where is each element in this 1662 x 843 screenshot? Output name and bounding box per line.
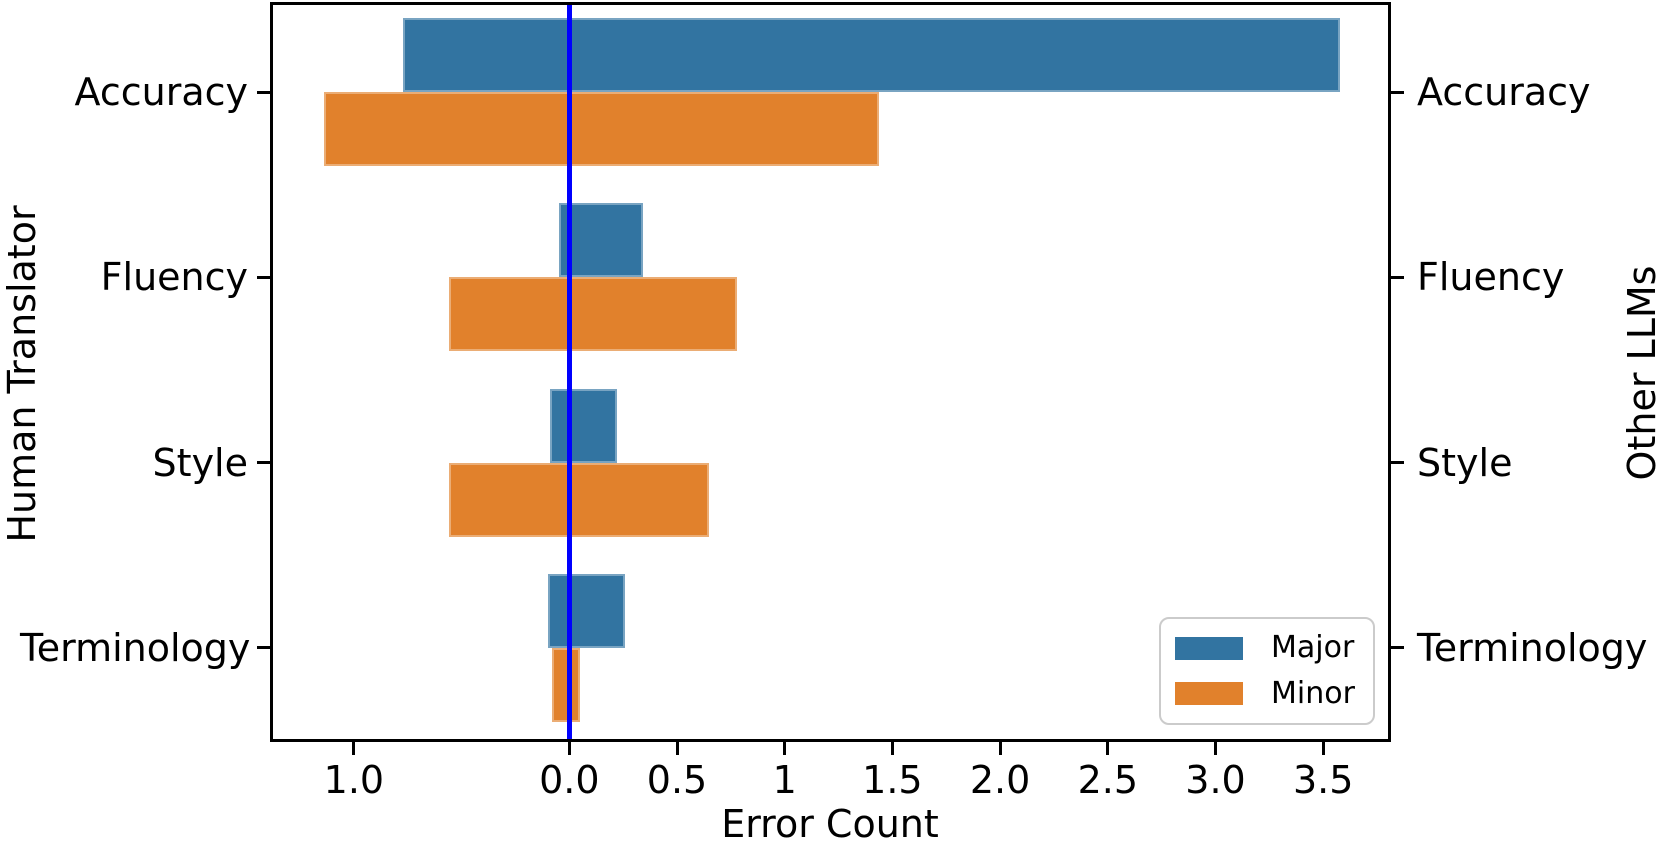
- x-tick-1: [783, 742, 787, 755]
- category-label-left-fluency: Fluency: [100, 255, 248, 300]
- legend-swatch-major: [1175, 636, 1243, 660]
- category-tick-right-accuracy: [1391, 90, 1404, 94]
- bar-fluency-major: [558, 203, 643, 278]
- legend-row-major: Major: [1175, 632, 1373, 664]
- category-label-right-style: Style: [1417, 440, 1513, 485]
- category-tick-left-terminology: [257, 646, 270, 650]
- x-tick-label-1.0: 1.0: [323, 758, 385, 802]
- bar-terminology-major: [547, 573, 626, 648]
- x-tick-2.0: [998, 742, 1002, 755]
- category-tick-right-terminology: [1391, 646, 1404, 650]
- category-label-right-terminology: Terminology: [1417, 625, 1648, 670]
- legend-label-major: Major: [1271, 630, 1355, 666]
- x-tick-label-3.5: 3.5: [1292, 758, 1354, 802]
- bar-style-major: [549, 388, 617, 463]
- x-tick-3.5: [1321, 742, 1325, 755]
- x-tick-label-0.0: 0.0: [539, 758, 600, 802]
- legend-row-minor: Minor: [1175, 675, 1373, 711]
- legend-label-minor: Minor: [1271, 675, 1355, 711]
- x-tick-1.5: [890, 742, 894, 755]
- category-tick-left-fluency: [257, 275, 270, 279]
- bar-style-minor: [448, 462, 710, 537]
- y-axis-label-left: Human Translator: [0, 205, 44, 543]
- bar-terminology-minor: [552, 647, 580, 722]
- x-tick-label-2.0: 2.0: [969, 758, 1031, 802]
- x-tick-label-2.5: 2.5: [1077, 758, 1139, 802]
- category-label-left-accuracy: Accuracy: [74, 70, 249, 114]
- category-tick-right-fluency: [1391, 275, 1404, 279]
- y-axis-label-right: Other LLMs: [1620, 265, 1662, 481]
- x-tick-2.5: [1106, 742, 1110, 755]
- x-tick-label-1: 1: [772, 758, 797, 802]
- bar-accuracy-major: [403, 18, 1341, 92]
- category-label-right-fluency: Fluency: [1417, 255, 1565, 300]
- x-tick-label-0.5: 0.5: [646, 758, 708, 802]
- category-label-left-terminology: Terminology: [20, 625, 251, 670]
- category-tick-right-style: [1391, 461, 1404, 465]
- x-tick-label-3.0: 3.0: [1185, 758, 1246, 802]
- category-label-left-style: Style: [152, 440, 248, 485]
- category-tick-left-style: [257, 461, 270, 465]
- category-label-right-accuracy: Accuracy: [1417, 70, 1591, 114]
- bar-fluency-minor: [448, 277, 738, 352]
- legend-swatch-minor: [1175, 682, 1243, 706]
- legend: Major Minor: [1159, 617, 1375, 725]
- x-tick-1.0: [352, 742, 356, 755]
- x-tick-label-1.5: 1.5: [862, 758, 923, 802]
- x-tick-0.5: [675, 742, 679, 755]
- zero-line: [566, 5, 572, 739]
- x-axis-label: Error Count: [721, 802, 939, 843]
- category-tick-left-accuracy: [257, 90, 270, 94]
- bar-accuracy-minor: [323, 92, 880, 166]
- x-tick-3.0: [1214, 742, 1217, 755]
- x-tick-0.0: [567, 742, 571, 755]
